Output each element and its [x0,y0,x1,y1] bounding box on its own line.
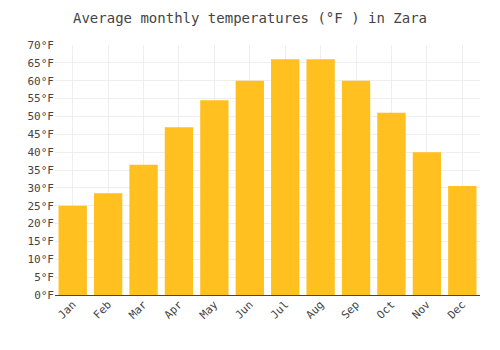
svg-text:25°F: 25°F [28,200,55,213]
svg-text:70°F: 70°F [28,39,55,52]
svg-text:Nov: Nov [410,298,434,322]
svg-text:Jan: Jan [55,298,78,321]
svg-text:0°F: 0°F [34,289,54,302]
svg-text:30°F: 30°F [28,182,55,195]
svg-text:40°F: 40°F [28,146,55,159]
svg-text:45°F: 45°F [28,128,55,141]
svg-text:Feb: Feb [91,298,114,321]
svg-text:Mar: Mar [126,298,150,322]
svg-text:Aug: Aug [303,298,326,321]
svg-text:Average monthly temperatures (: Average monthly temperatures (°F ) in Za… [73,10,427,26]
svg-text:5°F: 5°F [34,271,54,284]
svg-text:May: May [197,298,221,322]
svg-text:55°F: 55°F [28,92,55,105]
svg-text:Apr: Apr [162,298,186,322]
svg-text:Jul: Jul [268,298,291,321]
svg-text:50°F: 50°F [28,110,55,123]
svg-text:10°F: 10°F [28,253,55,266]
svg-text:Sep: Sep [339,298,362,321]
svg-text:15°F: 15°F [28,235,55,248]
svg-text:Jun: Jun [233,298,256,321]
svg-text:Oct: Oct [374,298,397,321]
svg-text:35°F: 35°F [28,164,55,177]
svg-text:Dec: Dec [445,298,468,321]
svg-text:20°F: 20°F [28,217,55,230]
svg-text:65°F: 65°F [28,57,55,70]
svg-text:60°F: 60°F [28,75,55,88]
